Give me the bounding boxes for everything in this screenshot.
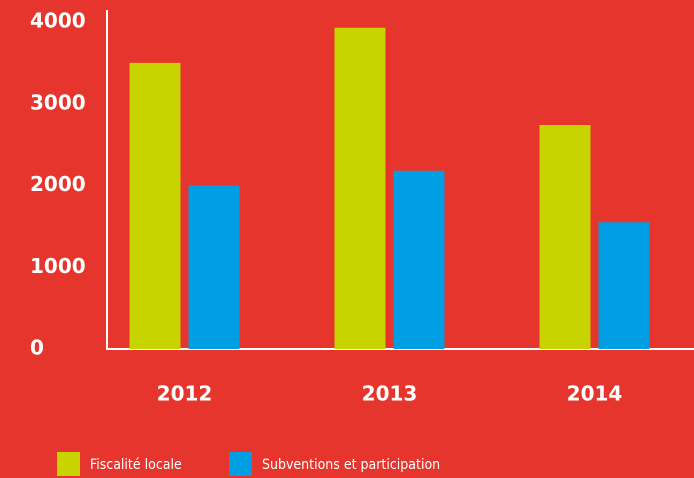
y-tick-label: 2000	[30, 172, 86, 196]
bar	[598, 222, 650, 349]
bar	[129, 62, 181, 349]
y-tick-label: 1000	[30, 254, 86, 278]
x-tick-label: 2014	[567, 382, 623, 406]
x-tick-label: 2012	[157, 382, 213, 406]
y-tick-label: 3000	[30, 90, 86, 114]
bar	[393, 170, 445, 349]
y-tick-label: 0	[30, 336, 44, 360]
bar	[334, 27, 386, 349]
legend-label: Fiscalité locale	[90, 457, 182, 473]
legend-label: Subventions et participation	[262, 457, 440, 473]
legend-swatch	[229, 452, 252, 476]
bar	[188, 185, 240, 349]
bar	[539, 125, 591, 349]
legend-swatch	[57, 452, 80, 476]
y-tick-label: 4000	[30, 9, 86, 33]
x-tick-label: 2013	[362, 382, 418, 406]
